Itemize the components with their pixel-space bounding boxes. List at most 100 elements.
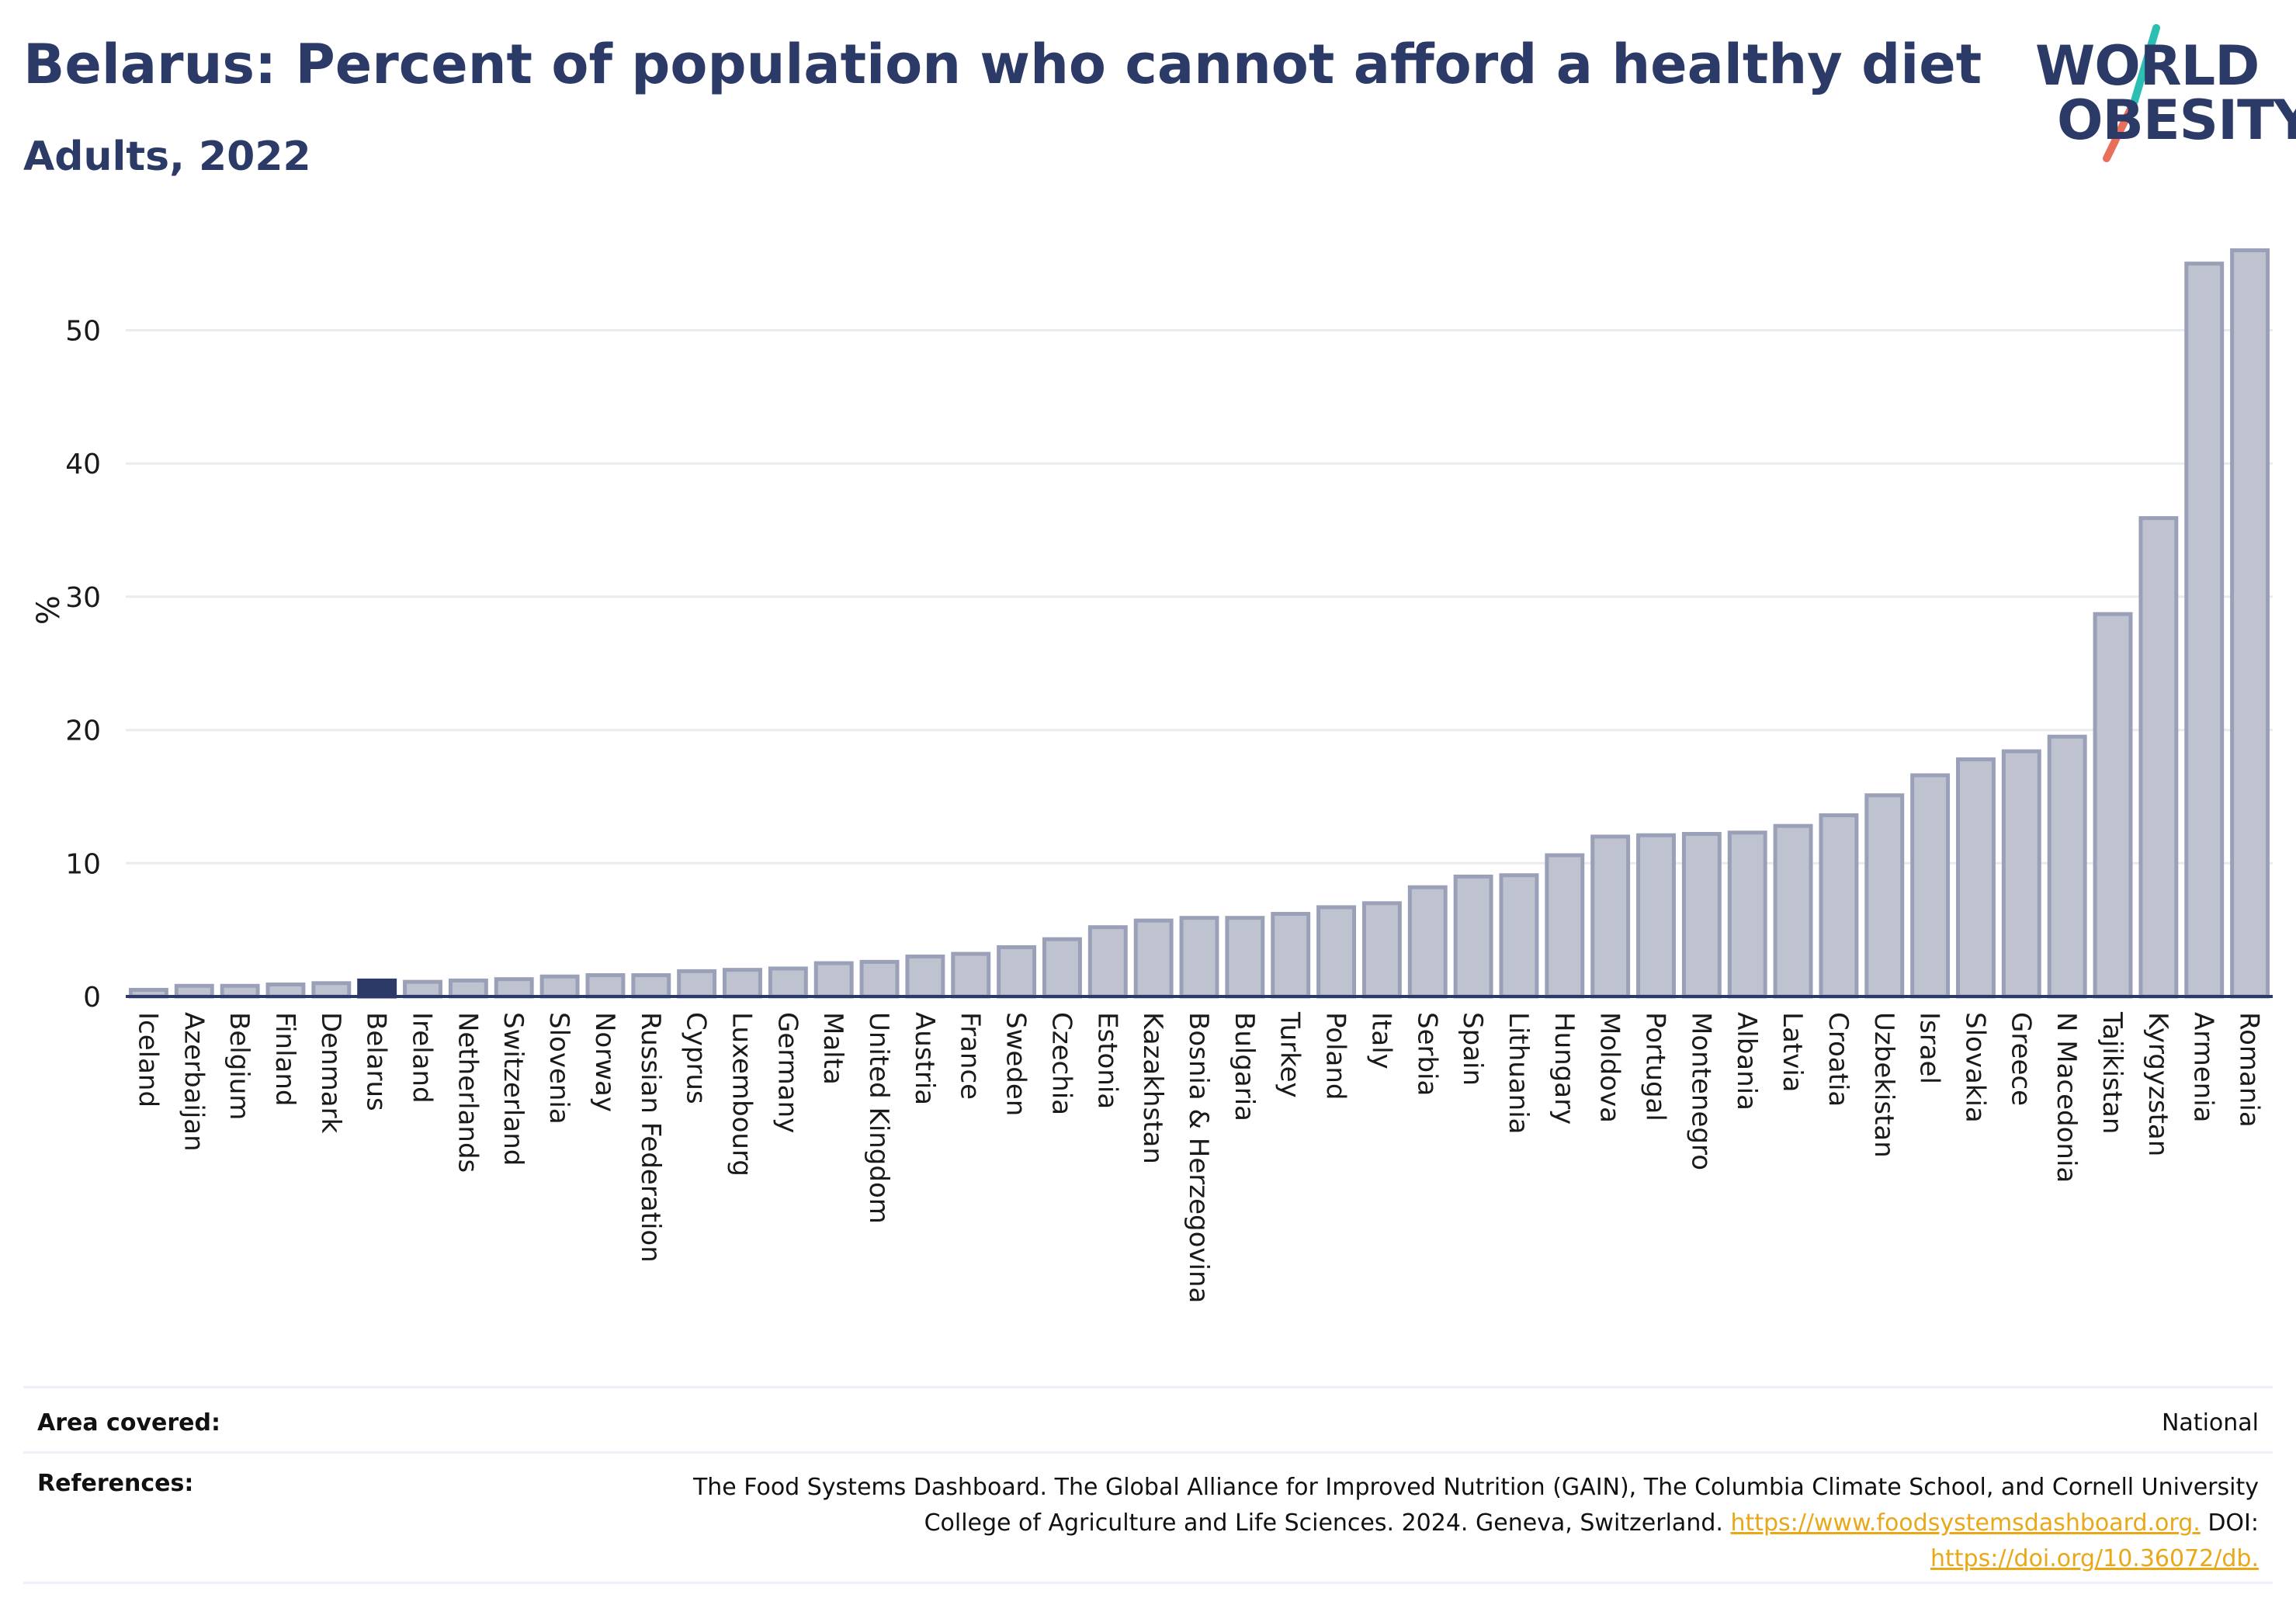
- bar-ireland: [403, 979, 442, 999]
- x-tick-label: Romania: [2234, 1012, 2265, 1128]
- x-tick-label: Latvia: [1777, 1012, 1808, 1093]
- bar-slovenia: [539, 974, 580, 999]
- bar-bulgaria: [1225, 916, 1265, 999]
- bar-austria: [905, 954, 945, 999]
- chart-title: Belarus: Percent of population who canno…: [23, 33, 1982, 96]
- x-tick-layer: Iceland Azerbaijan Belgium Finland Denmark Be…: [132, 1011, 2264, 1303]
- x-tick-label: Turkey: [1275, 1011, 1306, 1098]
- bar-croatia: [1819, 813, 1859, 999]
- bar-latvia: [1773, 823, 1813, 999]
- bar-lithuania: [1499, 873, 1539, 999]
- x-tick-label: Spain: [1457, 1012, 1488, 1086]
- bar-spain: [1453, 874, 1493, 999]
- logo-text-obesity: OBESITY: [2057, 88, 2296, 152]
- x-tick-label: Portugal: [1640, 1012, 1671, 1121]
- bar-switzerland: [494, 977, 534, 999]
- bar-belgium: [220, 983, 260, 999]
- x-tick-label: Austria: [909, 1012, 940, 1105]
- bar-norway: [585, 973, 626, 999]
- x-tick-label: Ireland: [407, 1012, 438, 1104]
- bar-sweden: [997, 944, 1037, 999]
- bar-kazakhstan: [1133, 918, 1174, 999]
- chart-subtitle: Adults, 2022: [23, 133, 311, 180]
- x-tick-label: Tajikistan: [2097, 1011, 2128, 1134]
- y-tick-label: 20: [65, 716, 101, 747]
- bar-armenia: [2184, 262, 2225, 999]
- divider-middle: [23, 1451, 2273, 1454]
- bar-bosnia-herzegovina: [1179, 916, 1219, 999]
- bar-chart: 0 10 20 30 40 50 Iceland Azerbaijan Belgium Finl…: [31, 248, 2273, 1303]
- bar-israel: [1910, 773, 1951, 999]
- y-tick-label: 30: [65, 582, 101, 614]
- bar-romania: [2230, 248, 2270, 999]
- x-tick-label: Bulgaria: [1229, 1012, 1260, 1121]
- x-tick-label: Russian Federation: [635, 1012, 666, 1263]
- x-tick-label: Germany: [772, 1012, 803, 1133]
- logo-slash-icon: [2103, 24, 2160, 162]
- x-tick-label: Belarus: [361, 1012, 392, 1111]
- x-tick-label: Croatia: [1823, 1012, 1854, 1107]
- x-tick-label: Estonia: [1091, 1012, 1122, 1109]
- x-tick-label: Hungary: [1549, 1012, 1580, 1125]
- x-tick-label: Netherlands: [452, 1012, 483, 1173]
- bar-cyprus: [677, 969, 717, 999]
- x-tick-label: United Kingdom: [863, 1012, 894, 1224]
- bar-albania: [1727, 830, 1767, 999]
- bar-azerbaijan: [174, 983, 214, 999]
- x-tick-label: Albania: [1731, 1012, 1762, 1111]
- bar-united-kingdom: [859, 959, 900, 999]
- bar-hungary: [1545, 853, 1585, 999]
- bar-malta: [813, 961, 854, 999]
- bar-luxembourg: [723, 968, 762, 999]
- bar-belarus: [357, 978, 397, 999]
- x-tick-label: Armenia: [2188, 1012, 2219, 1123]
- bar-montenegro: [1681, 832, 1722, 999]
- doi-label: DOI:: [2208, 1509, 2259, 1537]
- bar-germany: [768, 966, 808, 999]
- x-tick-label: Azerbaijan: [178, 1012, 209, 1152]
- x-tick-label: Cyprus: [681, 1012, 712, 1104]
- x-tick-label: Iceland: [132, 1012, 163, 1107]
- area-covered-label: Area covered:: [37, 1409, 220, 1437]
- bar-tajikistan: [2093, 612, 2133, 999]
- y-tick-label: 0: [83, 982, 101, 1014]
- references-body: The Food Systems Dashboard. The Global A…: [692, 1474, 2259, 1537]
- x-tick-label: Kazakhstan: [1137, 1012, 1168, 1164]
- bar-greece: [2001, 749, 2041, 999]
- bar-russian-federation: [631, 973, 671, 999]
- x-tick-label: France: [955, 1012, 986, 1100]
- y-tick-label: 10: [65, 848, 101, 880]
- x-tick-label: Uzbekistan: [1868, 1012, 1899, 1158]
- x-tick-label: Denmark: [315, 1012, 346, 1134]
- x-tick-label: Bosnia & Herzegovina: [1183, 1012, 1214, 1303]
- divider-top: [23, 1386, 2273, 1388]
- bar-italy: [1361, 901, 1402, 999]
- x-tick-label: Serbia: [1411, 1012, 1442, 1096]
- bar-n-macedonia: [2047, 734, 2087, 999]
- x-tick-label: Italy: [1365, 1012, 1396, 1069]
- world-obesity-logo: WORLD OBESITY: [2026, 23, 2296, 163]
- x-tick-label: Lithuania: [1503, 1012, 1534, 1134]
- x-tick-label: Finland: [269, 1012, 300, 1107]
- y-tick-layer: 0 10 20 30 40 50: [65, 316, 101, 1014]
- x-tick-label: Poland: [1320, 1012, 1351, 1100]
- divider-bottom: [23, 1582, 2273, 1584]
- x-tick-label: Moldova: [1594, 1012, 1625, 1123]
- x-tick-label: Malta: [817, 1012, 848, 1085]
- y-axis-label: %: [31, 595, 67, 625]
- bar-moldova: [1590, 834, 1631, 999]
- x-tick-label: Luxembourg: [726, 1012, 757, 1177]
- bar-portugal: [1636, 833, 1676, 999]
- bar-france: [951, 951, 991, 999]
- dashboard-link[interactable]: https://www.foodsystemsdashboard.org.: [1730, 1509, 2201, 1537]
- doi-link[interactable]: https://doi.org/10.36072/db.: [1930, 1545, 2259, 1572]
- x-tick-label: Kyrgyzstan: [2142, 1012, 2173, 1156]
- y-tick-label: 50: [65, 316, 101, 348]
- bar-denmark: [311, 981, 352, 999]
- bar-turkey: [1271, 912, 1311, 999]
- references-label: References:: [37, 1470, 194, 1497]
- x-tick-label: N Macedonia: [2051, 1012, 2082, 1183]
- x-tick-label: Greece: [2005, 1012, 2036, 1106]
- x-tick-label: Czechia: [1046, 1012, 1077, 1115]
- bar-netherlands: [448, 978, 488, 999]
